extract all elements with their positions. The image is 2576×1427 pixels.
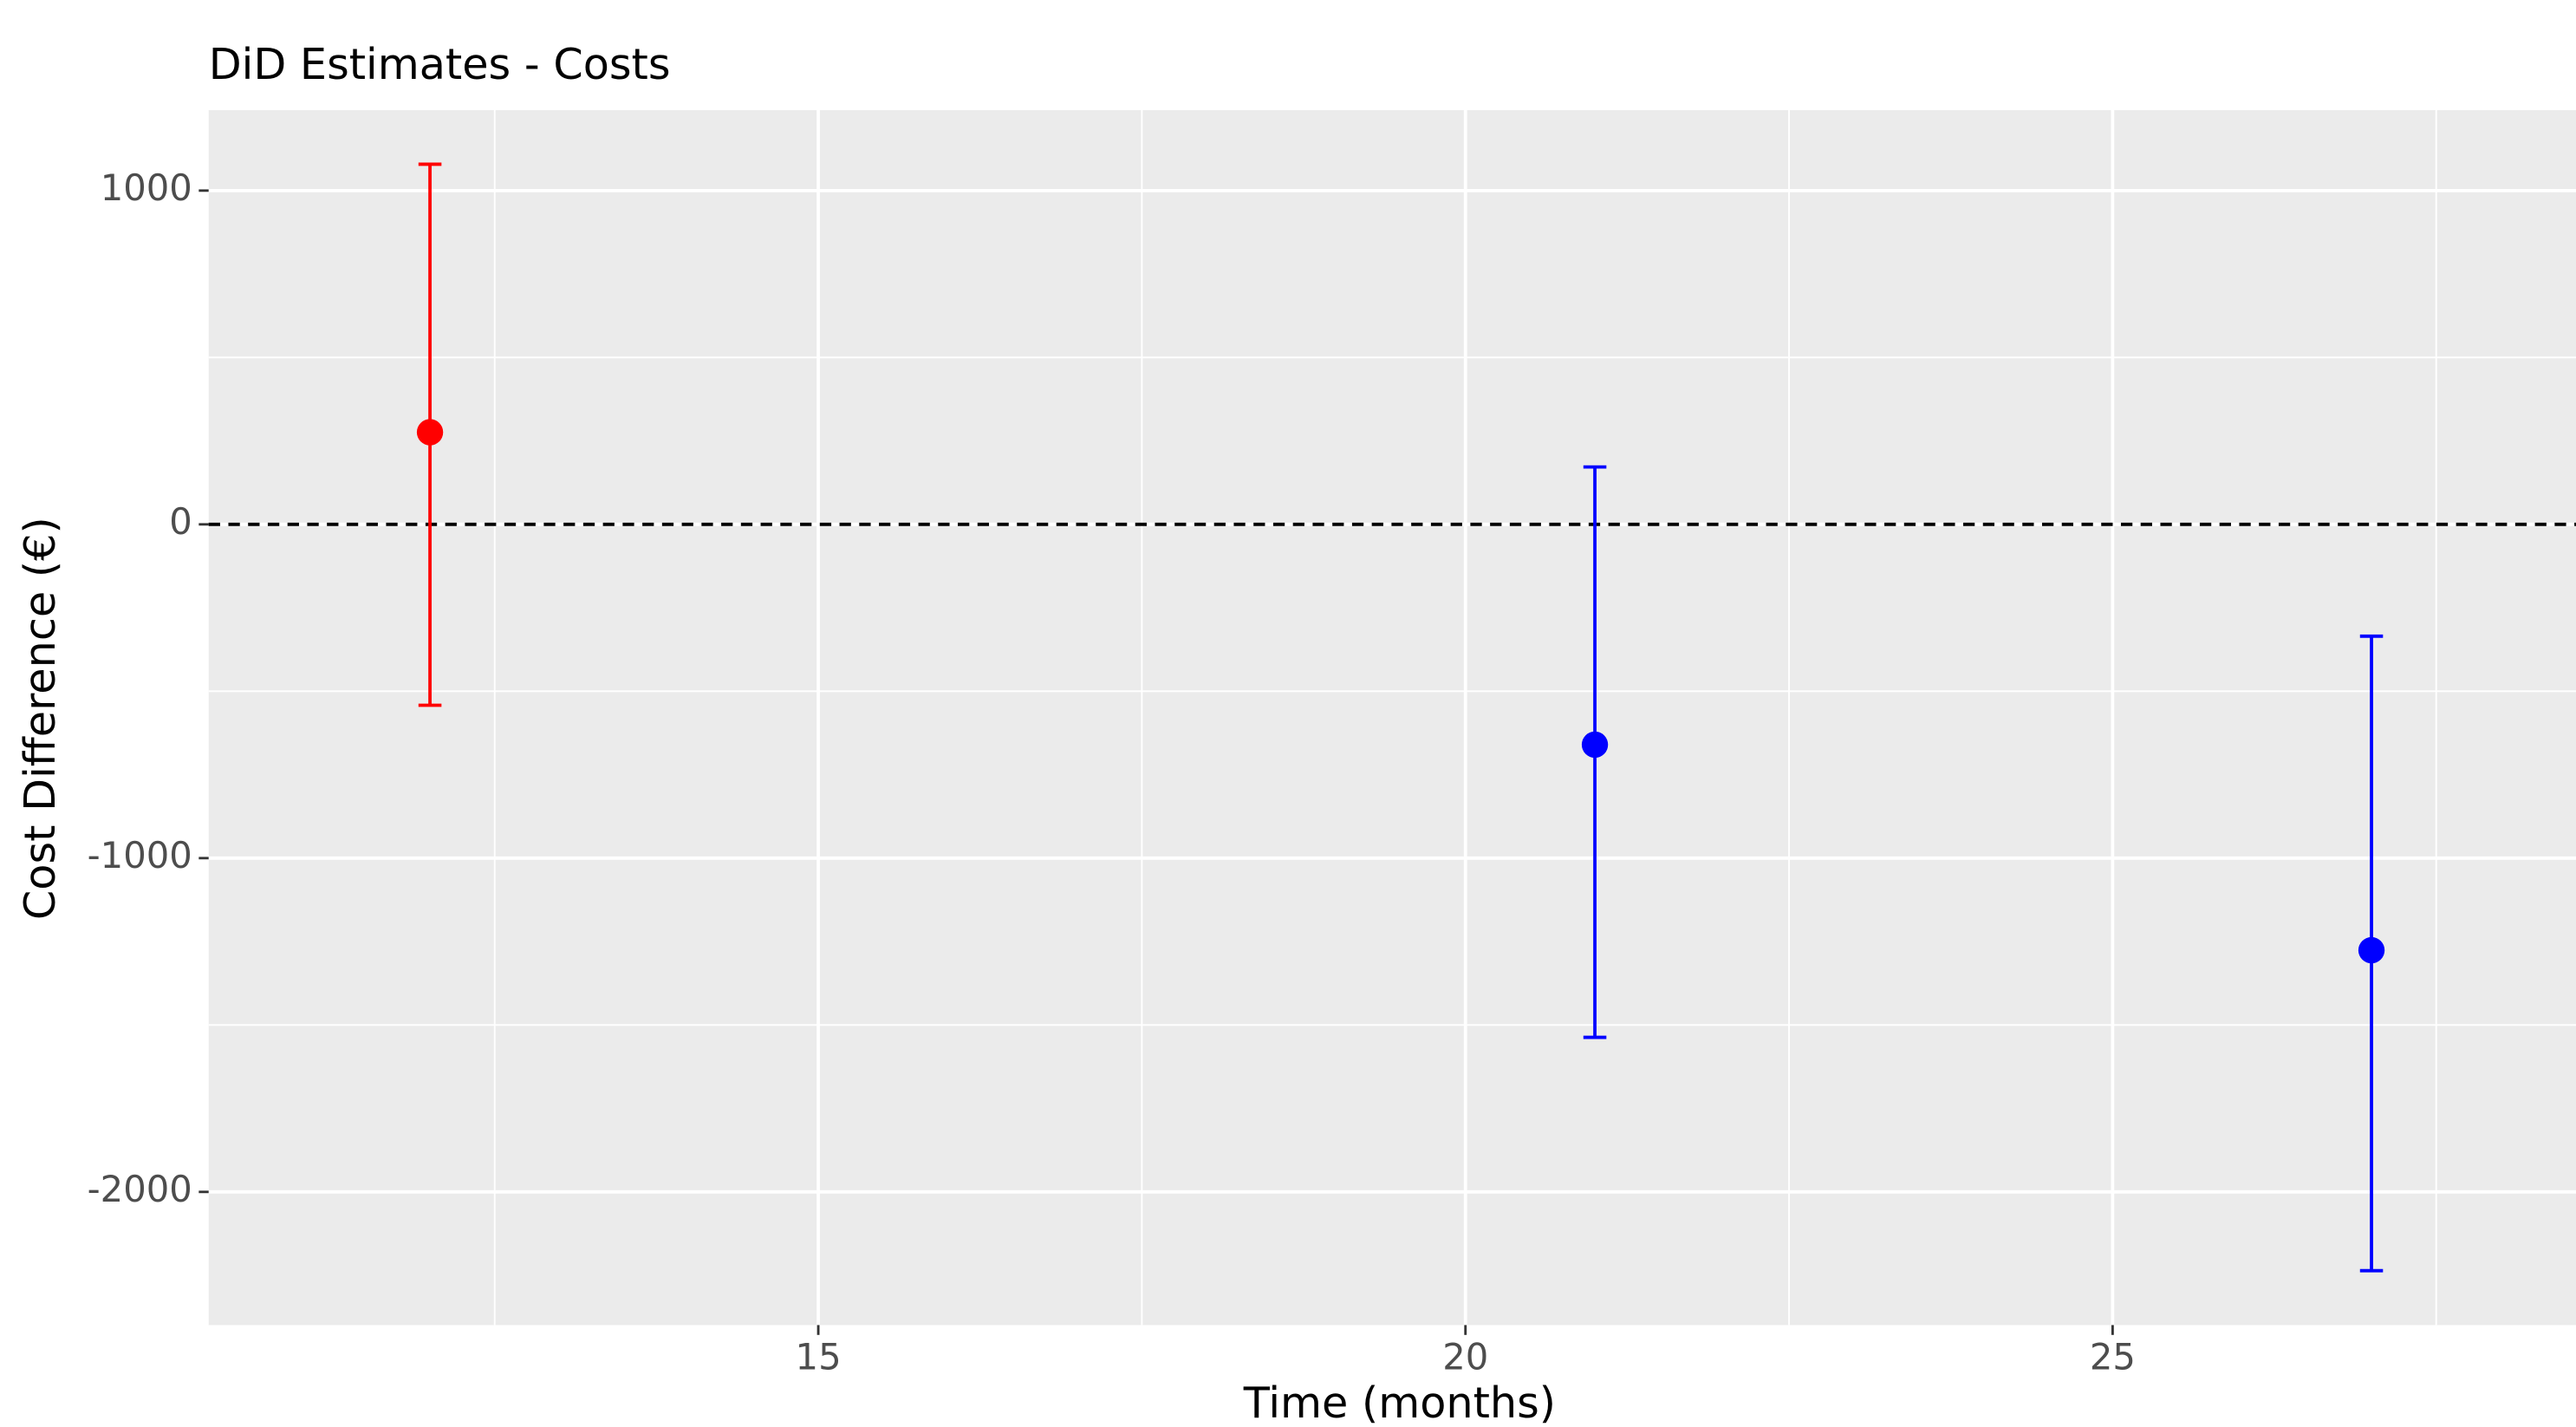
- y-tick-label: -2000: [88, 1168, 192, 1210]
- x-tick-label: 25: [2090, 1335, 2136, 1378]
- y-tick-label: -1000: [88, 834, 192, 876]
- x-tick-label: 15: [796, 1335, 842, 1378]
- y-tick-label: 0: [169, 500, 192, 543]
- plot-panel: [208, 110, 2576, 1326]
- y-tick-label: 1000: [101, 166, 192, 209]
- x-tick-label: 20: [1442, 1335, 1488, 1378]
- x-axis-label: Time (months): [1243, 1378, 1556, 1427]
- point: [1581, 731, 1609, 759]
- y-axis-label: Cost Difference (€): [15, 517, 65, 920]
- chart-title: DiD Estimates - Costs: [209, 39, 671, 89]
- point: [2358, 936, 2385, 964]
- point: [416, 419, 444, 446]
